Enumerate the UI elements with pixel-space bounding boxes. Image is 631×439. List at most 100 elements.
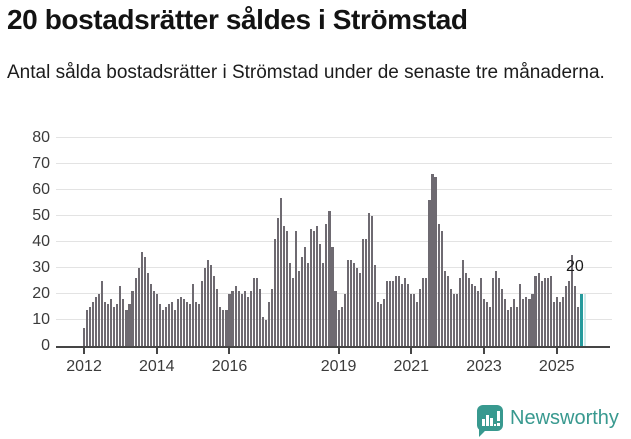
bar	[382, 299, 386, 346]
bar	[522, 299, 525, 346]
bar	[116, 304, 119, 346]
bar	[307, 262, 310, 346]
bar	[313, 231, 316, 346]
bar	[425, 278, 428, 346]
bar	[213, 275, 216, 346]
bar	[261, 317, 264, 346]
bar	[301, 257, 304, 346]
bar	[134, 278, 137, 346]
bar	[289, 262, 292, 346]
bar	[392, 280, 395, 346]
y-tick-label: 10	[32, 310, 50, 328]
bar	[240, 293, 243, 346]
y-tick-label: 80	[32, 128, 50, 146]
bar	[470, 283, 473, 346]
bar	[340, 306, 343, 346]
last-value-annotation: 20	[566, 258, 584, 275]
bar	[255, 278, 258, 346]
bar	[531, 293, 534, 346]
bar	[173, 309, 176, 346]
y-tick-label: 40	[32, 232, 50, 250]
bar	[198, 304, 201, 346]
bar	[528, 299, 531, 346]
x-tick-label: 2014	[138, 358, 175, 375]
bar	[364, 239, 367, 346]
bar	[267, 301, 270, 346]
bar	[440, 231, 443, 346]
bar	[349, 260, 352, 346]
bar	[428, 200, 431, 346]
bar	[83, 327, 86, 346]
bar	[131, 291, 134, 346]
x-tick-label: 2021	[393, 358, 430, 375]
bar	[282, 226, 286, 346]
bar	[222, 309, 225, 346]
bar	[270, 288, 273, 346]
bar	[322, 262, 325, 346]
bar	[455, 293, 458, 346]
x-tick-mark	[83, 348, 86, 354]
bar	[473, 286, 476, 346]
bar	[534, 275, 537, 346]
y-tick-label: 70	[32, 154, 50, 172]
y-tick-label: 20	[32, 284, 50, 302]
bar	[110, 299, 113, 346]
x-tick-mark	[483, 348, 485, 354]
bar	[104, 301, 107, 346]
bar	[234, 286, 237, 346]
x-tick-label: 2016	[211, 358, 248, 375]
bar	[376, 301, 379, 346]
bar	[570, 254, 573, 346]
bar	[119, 286, 122, 346]
y-tick-label: 60	[32, 180, 50, 198]
bar	[389, 280, 392, 346]
bar	[434, 176, 437, 346]
bar	[304, 247, 307, 346]
x-tick-mark	[337, 348, 340, 354]
bar	[337, 309, 340, 346]
x-axis-line	[56, 346, 610, 348]
bar	[510, 306, 513, 346]
bar	[295, 231, 298, 346]
bar	[246, 296, 249, 346]
bar	[386, 280, 389, 346]
bar	[492, 278, 495, 346]
bar	[249, 291, 252, 346]
bar	[319, 244, 322, 346]
bar	[452, 293, 455, 346]
bar	[231, 291, 234, 346]
bar	[446, 275, 449, 346]
bar	[310, 228, 313, 346]
bar	[482, 299, 486, 346]
bar	[207, 260, 210, 346]
bar	[422, 278, 425, 346]
bar	[549, 275, 552, 346]
x-tick-mark	[555, 348, 558, 354]
bar	[476, 291, 479, 346]
bar	[258, 288, 261, 346]
x-tick-label: 2019	[320, 358, 357, 375]
bar	[92, 301, 95, 346]
bar	[485, 301, 489, 346]
bar	[225, 309, 228, 346]
chart-subtitle: Antal sålda bostadsrätter i Strömstad un…	[7, 62, 605, 83]
x-tick-label: 2023	[466, 358, 502, 375]
bar	[561, 296, 564, 346]
bar	[89, 306, 92, 346]
bar	[137, 267, 140, 346]
bar	[437, 223, 440, 346]
bar	[416, 301, 419, 346]
bar	[546, 278, 549, 346]
bar	[443, 270, 446, 346]
bar	[543, 278, 546, 346]
bar	[461, 260, 464, 346]
bar	[243, 291, 246, 346]
bar	[537, 273, 540, 346]
brand-footer[interactable]: Newsworthy	[477, 403, 619, 437]
gridline	[56, 137, 612, 139]
bar	[331, 247, 334, 346]
bar	[325, 223, 328, 346]
bar	[519, 283, 522, 346]
bar	[555, 296, 558, 346]
bar	[540, 280, 543, 346]
